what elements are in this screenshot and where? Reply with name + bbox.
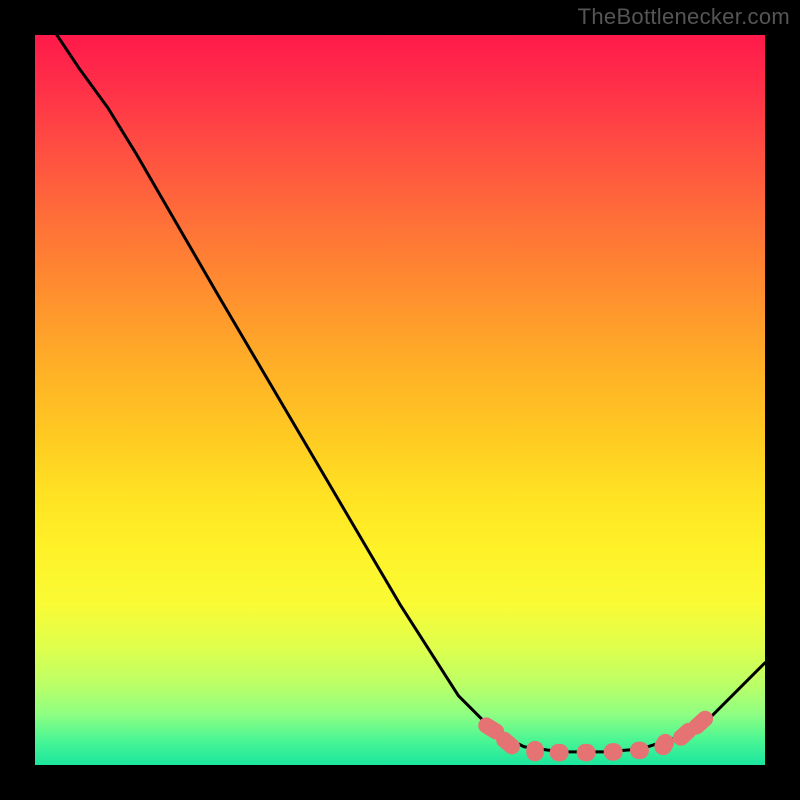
chart-plot-area xyxy=(35,35,765,765)
bottleneck-curve xyxy=(57,35,765,752)
watermark-text: TheBottlenecker.com xyxy=(578,4,790,30)
chart-curve-layer xyxy=(35,35,765,765)
